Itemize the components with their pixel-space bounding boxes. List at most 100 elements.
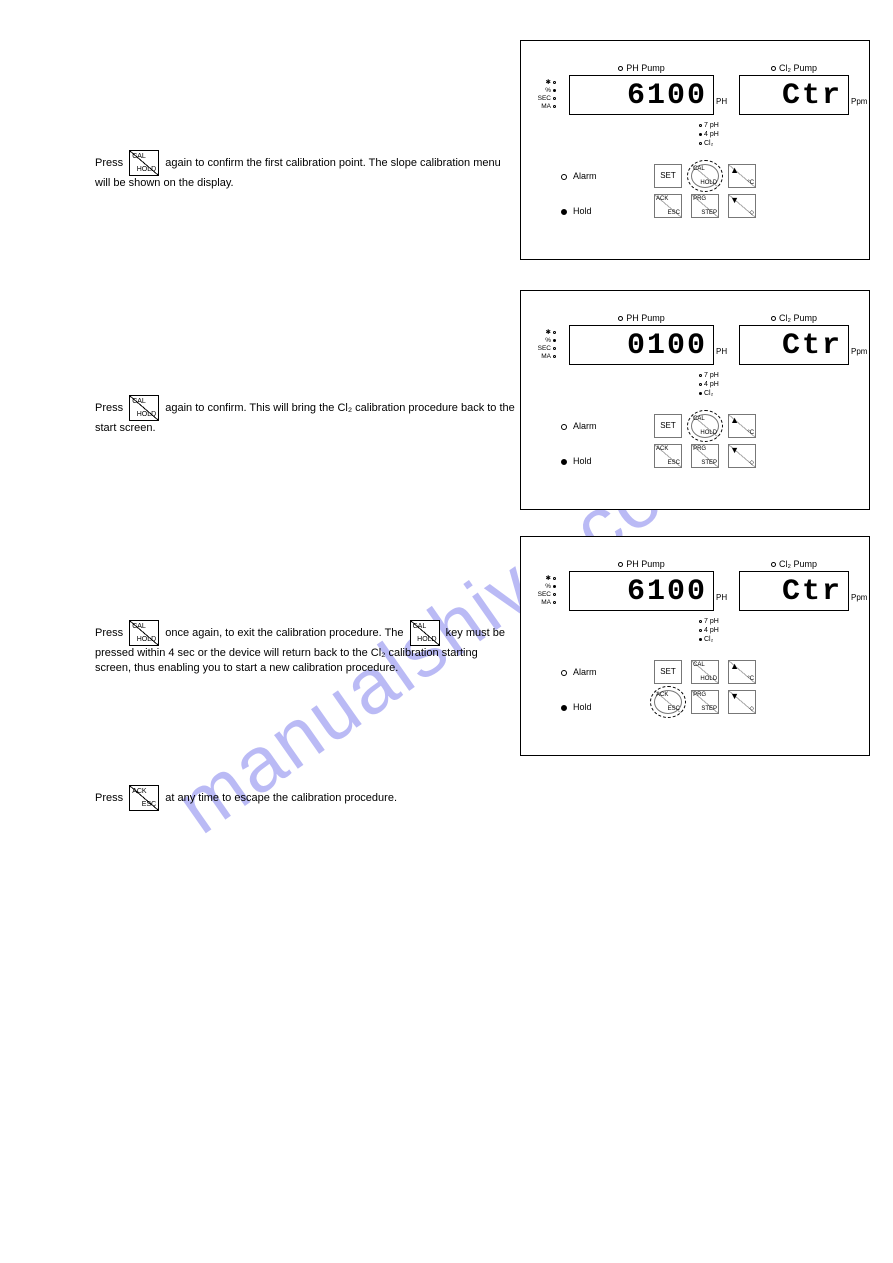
down-button[interactable]: ▼◇ — [728, 690, 756, 714]
btn-bot-label: ESC — [142, 801, 156, 808]
cl-pump-led — [771, 316, 776, 321]
cal-hold-button[interactable]: CALHOLD — [691, 164, 719, 188]
status-label: % — [545, 87, 551, 94]
cl-block: Cl₂ Pump Ctr — [739, 559, 849, 611]
set-button[interactable]: SET — [654, 414, 682, 438]
status-led — [553, 97, 556, 100]
ph-pump-label: PH Pump — [626, 63, 665, 73]
up-icon: ▲ — [730, 662, 739, 671]
up-sub: °C — [747, 676, 754, 682]
btn-bot-label: HOLD — [137, 166, 156, 173]
cal-hold-button[interactable]: CALHOLD — [691, 660, 719, 684]
cl-pump-label: Cl₂ Pump — [779, 313, 817, 323]
cl-pump-label: Cl₂ Pump — [779, 559, 817, 569]
legend-led — [699, 124, 702, 127]
btn-bot-label: STEP — [701, 460, 717, 466]
ack-esc-button[interactable]: ACKESC — [654, 444, 682, 468]
btn-top-label: ACK — [656, 692, 668, 698]
down-button[interactable]: ▼◇ — [728, 444, 756, 468]
legend-label: Cl₂ — [704, 140, 713, 147]
status-label: ✱ — [546, 79, 551, 86]
alarm-indicator: Alarm — [561, 171, 597, 181]
prg-step-button[interactable]: PRGSTEP — [691, 690, 719, 714]
legend-led — [699, 374, 702, 377]
cl-block: Cl₂ Pump Ctr — [739, 63, 849, 115]
down-button[interactable]: ▼◇ — [728, 194, 756, 218]
btn-top-label: CAL — [132, 153, 146, 160]
ph-pump-led — [618, 562, 623, 567]
cal-hold-button[interactable]: CALHOLD — [691, 414, 719, 438]
hold-label: Hold — [573, 206, 592, 216]
ack-esc-button[interactable]: ACKESC — [654, 194, 682, 218]
prg-step-button[interactable]: PRGSTEP — [691, 194, 719, 218]
status-led — [553, 89, 556, 92]
legend-led — [699, 133, 702, 136]
instruction-step-2: Press CAL HOLD again to confirm. This wi… — [95, 395, 515, 436]
hold-led — [561, 705, 567, 711]
alarm-led — [561, 670, 567, 676]
status-led — [553, 331, 556, 334]
instr-text: once again, to exit the calibration proc… — [165, 627, 406, 639]
up-icon: ▲ — [730, 166, 739, 175]
ph-lcd: 6100 — [569, 571, 714, 611]
cal-point-legend: 7 pH 4 pH Cl₂ — [699, 121, 719, 148]
hold-label: Hold — [573, 456, 592, 466]
down-icon: ▼ — [730, 692, 739, 701]
alarm-indicator: Alarm — [561, 667, 597, 677]
hold-label: Hold — [573, 702, 592, 712]
set-button[interactable]: SET — [654, 660, 682, 684]
legend-label: 7 pH — [704, 122, 719, 129]
cal-point-legend: 7 pH 4 pH Cl₂ — [699, 371, 719, 398]
ph-lcd: 6100 — [569, 75, 714, 115]
legend-label: 4 pH — [704, 627, 719, 634]
up-sub: °C — [747, 430, 754, 436]
up-sub: °C — [747, 180, 754, 186]
ack-esc-icon: ACK ESC — [129, 785, 159, 811]
ph-lcd-value: 6100 — [627, 575, 707, 609]
legend-label: 4 pH — [704, 131, 719, 138]
device-panel-2: ✱ % SEC MA PH Pump 0100 PH Cl₂ Pump Ctr … — [520, 290, 870, 510]
btn-bot-label: HOLD — [137, 411, 156, 418]
btn-bot-label: ESC — [668, 460, 680, 466]
up-button[interactable]: ▲ °C — [728, 164, 756, 188]
legend-led — [699, 392, 702, 395]
ph-block: PH Pump 0100 — [569, 313, 714, 365]
legend-label: 4 pH — [704, 381, 719, 388]
ack-esc-button[interactable]: ACKESC — [654, 690, 682, 714]
btn-top-label: CAL — [132, 623, 146, 630]
down-sub: ◇ — [750, 210, 755, 216]
set-button[interactable]: SET — [654, 164, 682, 188]
hold-indicator: Hold — [561, 206, 592, 216]
status-led — [553, 339, 556, 342]
status-stack: ✱ % SEC MA — [528, 575, 556, 607]
set-button-label: SET — [660, 172, 676, 180]
ph-unit: PH — [716, 97, 727, 106]
set-button-label: SET — [660, 422, 676, 430]
status-label: SEC — [538, 95, 551, 102]
prg-step-button[interactable]: PRGSTEP — [691, 444, 719, 468]
ppm-unit: Ppm — [851, 97, 867, 106]
manual-page: manualshive.com Press CAL HOLD again to … — [0, 0, 893, 1263]
ppm-unit: Ppm — [851, 593, 867, 602]
down-sub: ◇ — [750, 460, 755, 466]
legend-led — [699, 629, 702, 632]
cal-hold-icon: CAL HOLD — [129, 620, 159, 646]
legend-led — [699, 383, 702, 386]
status-label: SEC — [538, 345, 551, 352]
legend-label: 7 pH — [704, 618, 719, 625]
legend-led — [699, 142, 702, 145]
btn-top-label: CAL — [132, 398, 146, 405]
device-panel-1: ✱ % SEC MA PH Pump 6100 PH Cl₂ Pump Ctr … — [520, 40, 870, 260]
device-panel-3: ✱ % SEC MA PH Pump 6100 PH Cl₂ Pump Ctr … — [520, 536, 870, 756]
status-led — [553, 81, 556, 84]
legend-label: Cl₂ — [704, 636, 713, 643]
btn-bot-label: HOLD — [417, 636, 436, 643]
cal-hold-icon: CAL HOLD — [129, 150, 159, 176]
ph-unit: PH — [716, 347, 727, 356]
alarm-led — [561, 174, 567, 180]
ph-unit: PH — [716, 593, 727, 602]
status-led — [553, 355, 556, 358]
cl-block: Cl₂ Pump Ctr — [739, 313, 849, 365]
up-button[interactable]: ▲°C — [728, 414, 756, 438]
up-button[interactable]: ▲ °C — [728, 660, 756, 684]
